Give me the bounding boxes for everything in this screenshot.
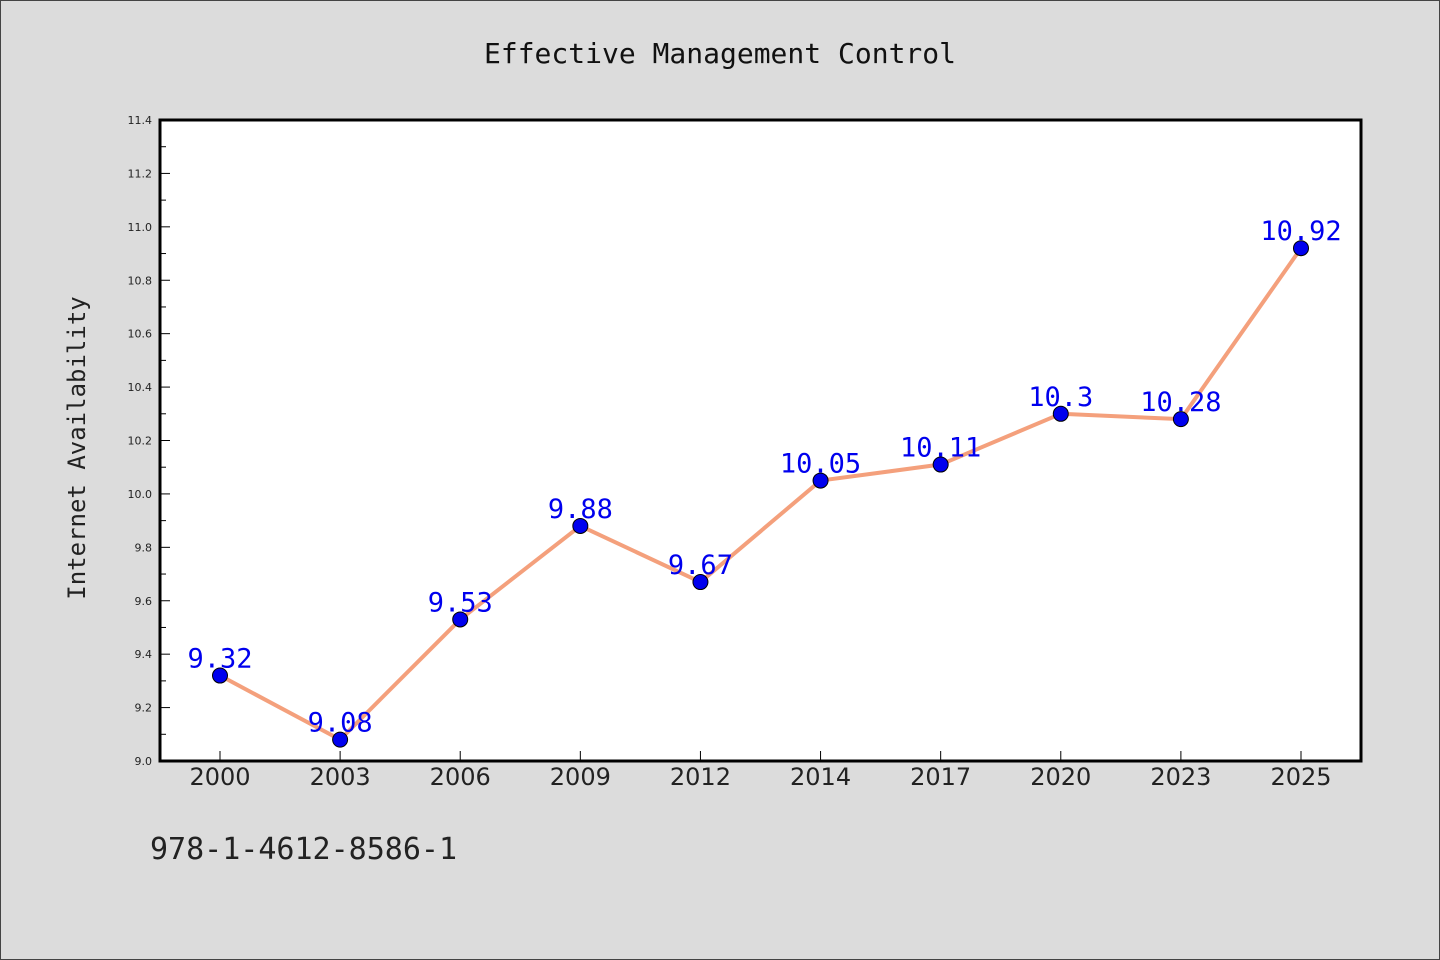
y-tick-label: 10.6 bbox=[128, 328, 153, 341]
y-tick-label: 10.8 bbox=[128, 274, 153, 287]
data-labels-group: 9.32 9.08 9.53 9.88 9.67 10.05 10.11 10.3 10.28 1… bbox=[187, 216, 1341, 738]
data-point bbox=[932, 456, 949, 473]
x-tick-label: 2006 bbox=[430, 763, 491, 791]
data-point bbox=[332, 731, 349, 748]
data-label: 9.08 bbox=[308, 708, 373, 739]
y-tick-label: 11.0 bbox=[128, 221, 153, 234]
y-tick-label: 10.4 bbox=[128, 381, 153, 394]
data-point bbox=[452, 611, 469, 628]
data-label: 10.3 bbox=[1028, 382, 1093, 413]
x-tick-label: 2003 bbox=[310, 763, 371, 791]
x-tick-label: 2023 bbox=[1150, 763, 1211, 791]
y-tick-label: 11.2 bbox=[128, 167, 153, 180]
data-label: 9.53 bbox=[428, 587, 493, 618]
data-label: 9.88 bbox=[548, 494, 613, 525]
x-tick-label: 2014 bbox=[790, 763, 851, 791]
y-tick-label: 9.8 bbox=[135, 541, 153, 554]
isbn-text: 978-1-4612-8586-1 bbox=[150, 832, 458, 867]
y-tick-label: 9.4 bbox=[135, 648, 153, 661]
data-label: 10.05 bbox=[780, 449, 861, 480]
x-tick-label: 2025 bbox=[1270, 763, 1331, 791]
data-point bbox=[692, 574, 709, 591]
x-tick-label: 2020 bbox=[1030, 763, 1091, 791]
data-point bbox=[1293, 240, 1309, 257]
y-axis-ticks: 9.0 9.2 9.4 9.6 9.8 10.0 10.2 10.4 10.6 10.8 11.0 1… bbox=[128, 114, 170, 768]
data-label: 10.11 bbox=[900, 433, 981, 464]
data-point bbox=[1052, 405, 1069, 422]
y-tick-label: 11.4 bbox=[128, 114, 153, 127]
y-tick-label: 9.0 bbox=[135, 755, 153, 768]
data-label: 10.92 bbox=[1260, 216, 1341, 247]
data-point bbox=[572, 517, 589, 534]
plot-area bbox=[158, 118, 1363, 763]
data-point bbox=[812, 472, 829, 489]
data-label: 9.32 bbox=[187, 644, 252, 675]
x-tick-label: 2012 bbox=[670, 763, 731, 791]
chart-title: Effective Management Control bbox=[484, 37, 956, 70]
series-line bbox=[219, 247, 1303, 742]
y-tick-label: 10.0 bbox=[128, 488, 153, 501]
data-points-group bbox=[212, 240, 1309, 748]
series-line-group bbox=[219, 247, 1303, 742]
x-axis-ticks: 2000 2003 2006 2009 2012 2014 2017 2020 2023 2025 bbox=[189, 751, 1332, 791]
data-label: 9.67 bbox=[668, 550, 733, 581]
data-label: 10.28 bbox=[1140, 387, 1221, 418]
x-tick-label: 2000 bbox=[189, 763, 250, 791]
y-tick-label: 10.2 bbox=[128, 435, 153, 448]
x-tick-label: 2017 bbox=[910, 763, 971, 791]
data-point bbox=[1172, 411, 1189, 428]
data-point bbox=[212, 667, 228, 684]
x-tick-label: 2009 bbox=[550, 763, 611, 791]
y-tick-label: 9.6 bbox=[135, 595, 153, 608]
y-tick-label: 9.2 bbox=[135, 702, 153, 715]
y-axis-label: Internet Availability bbox=[63, 296, 91, 599]
